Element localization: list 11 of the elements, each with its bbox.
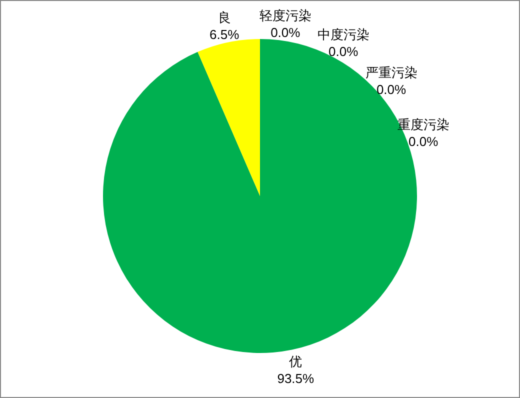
text: 0.0%	[328, 44, 358, 60]
category-label: 轻度污染	[259, 8, 312, 23]
slice-label: 优	[289, 354, 302, 370]
category-label: 严重污染	[365, 65, 418, 80]
text: 0.0%	[408, 134, 438, 149]
text: 0.0%	[376, 82, 406, 98]
data-label: 6.5%	[210, 26, 240, 42]
slice-label: 良	[218, 10, 231, 25]
text: 0.0%	[270, 25, 300, 40]
category-label: 中度污染	[317, 27, 370, 42]
data-label: 93.5%	[277, 371, 315, 386]
